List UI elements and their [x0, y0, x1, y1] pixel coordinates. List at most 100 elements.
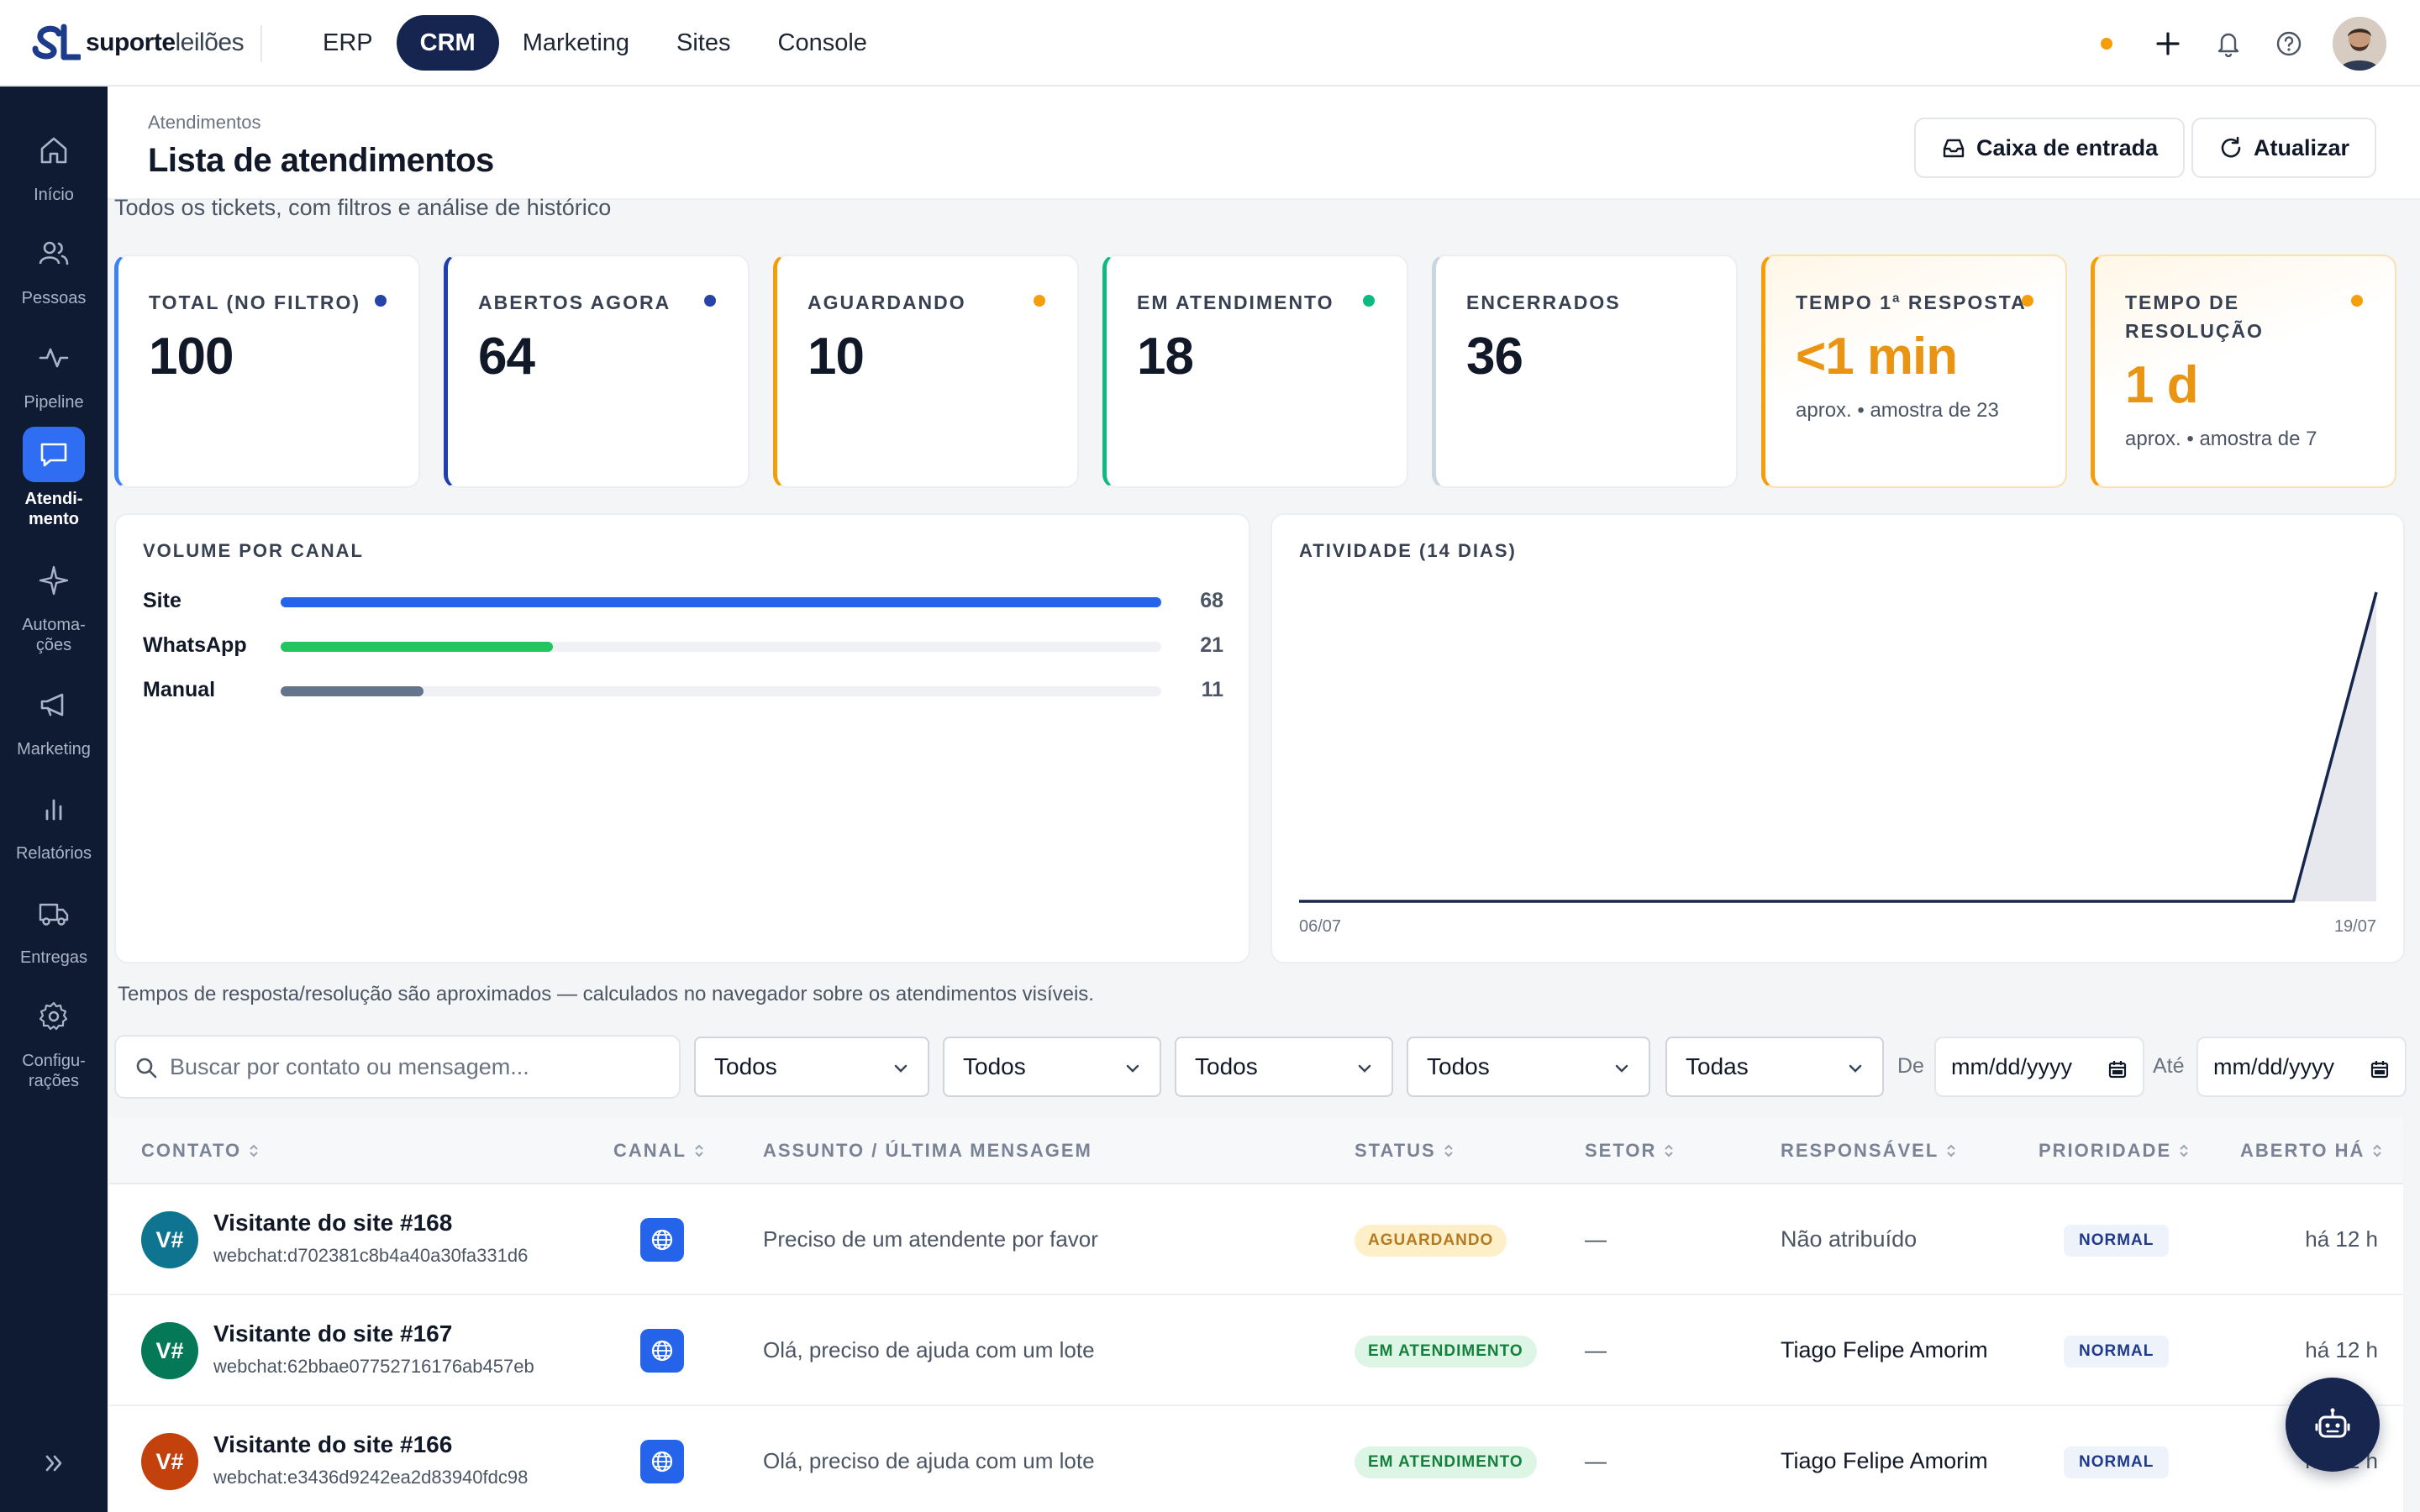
x-tick-label: 06/07: [1299, 917, 1341, 936]
activity-icon: [23, 330, 85, 386]
sidebar-collapse-icon[interactable]: [37, 1446, 71, 1480]
page-title: Lista de atendimentos: [148, 142, 494, 179]
globe-icon: [640, 1329, 684, 1373]
assistant-bot-button[interactable]: [2286, 1378, 2380, 1472]
kpi-value: 100: [149, 328, 234, 386]
filter-select-3[interactable]: Todos: [1175, 1037, 1393, 1097]
table-row[interactable]: V# Visitante do site #166 webchat:e3436d92…: [109, 1406, 2403, 1512]
bell-icon[interactable]: [2210, 25, 2247, 62]
sidebar-item-pipeline[interactable]: Pipeline: [0, 330, 108, 412]
sidebar-item-inicio[interactable]: Início: [0, 123, 108, 205]
chevron-down-icon: [1849, 1064, 1862, 1073]
sidebar-item-marketing[interactable]: Marketing: [0, 677, 108, 759]
kpi-value: 10: [808, 328, 865, 386]
table-header: CONTATO CANAL ASSUNTO / ÚLTIMA MENSAGEM …: [109, 1117, 2403, 1184]
kpi-label: AGUARDANDO: [808, 291, 966, 313]
col-status[interactable]: STATUS: [1355, 1140, 1455, 1162]
kpi-encerrados: ENCERRADOS 36: [1432, 255, 1738, 488]
sparkle-icon: [23, 553, 85, 608]
filter-select-5[interactable]: Todas: [1665, 1037, 1884, 1097]
last-message: Preciso de um atendente por favor: [763, 1226, 1098, 1252]
sidebar-item-relatorios[interactable]: Relatórios: [0, 781, 108, 864]
page-subtitle: Todos os tickets, com filtros e análise …: [114, 195, 612, 220]
chevron-down-icon: [894, 1064, 908, 1073]
open-age: há 12 h: [2305, 1226, 2378, 1252]
table-row[interactable]: V# Visitante do site #167 webchat:62bbae07…: [109, 1295, 2403, 1406]
x-tick-label: 19/07: [2334, 917, 2376, 936]
nav-erp[interactable]: ERP: [323, 29, 373, 56]
sidebar-item-configuracoes[interactable]: Configu- rações: [0, 989, 108, 1091]
megaphone-icon: [23, 677, 85, 732]
refresh-button[interactable]: Atualizar: [2191, 118, 2377, 178]
col-aberto-ha[interactable]: ABERTO HÁ: [2240, 1140, 2383, 1162]
contact-name[interactable]: Visitante do site #166: [213, 1431, 453, 1457]
sidebar-item-pessoas[interactable]: Pessoas: [0, 226, 108, 308]
kpi-label: ENCERRADOS: [1466, 291, 1621, 313]
kpi-tempo-resolucao: TEMPO DE RESOLUÇÃO 1 d aprox. • amostra de…: [2091, 255, 2396, 488]
contact-avatar: V#: [141, 1211, 198, 1268]
select-value: Todas: [1686, 1053, 1749, 1079]
kpi-label: TEMPO DE RESOLUÇÃO: [2125, 291, 2264, 342]
col-responsavel[interactable]: RESPONSÁVEL: [1781, 1140, 1957, 1162]
owner-name: Não atribuído: [1781, 1226, 1918, 1252]
chevron-down-icon: [1358, 1064, 1371, 1073]
date-from-input[interactable]: mm/dd/yyyy: [1934, 1037, 2144, 1097]
col-canal[interactable]: CANAL: [613, 1140, 705, 1162]
channel-row-manual: Manual 11: [143, 675, 1223, 708]
col-assunto: ASSUNTO / ÚLTIMA MENSAGEM: [763, 1140, 1092, 1161]
kpi-value: <1 min: [1796, 328, 1958, 386]
sidebar-item-label: Relatórios: [15, 844, 92, 863]
sort-icon: [2180, 1144, 2188, 1158]
status-badge: AGUARDANDO: [1355, 1225, 1507, 1257]
filter-select-4[interactable]: Todos: [1407, 1037, 1650, 1097]
filter-select-2[interactable]: Todos: [943, 1037, 1161, 1097]
sidebar-item-automacoes[interactable]: Automa- ções: [0, 553, 108, 655]
status-dot: [2101, 38, 2112, 50]
refresh-button-label: Atualizar: [2254, 134, 2350, 160]
search-input[interactable]: [170, 1048, 666, 1085]
sidebar-item-label: Atendi- mento: [24, 490, 83, 528]
sidebar-item-atendimento[interactable]: Atendi- mento: [0, 427, 108, 529]
channel-value: 68: [1200, 589, 1223, 612]
select-value: Todos: [714, 1053, 777, 1079]
col-setor[interactable]: SETOR: [1585, 1140, 1675, 1162]
calendar-icon[interactable]: [2107, 1059, 2128, 1079]
user-avatar[interactable]: [2333, 17, 2386, 71]
contact-name[interactable]: Visitante do site #167: [213, 1320, 453, 1347]
sector-value: —: [1585, 1448, 1607, 1473]
sort-icon: [1444, 1144, 1453, 1158]
nav-marketing[interactable]: Marketing: [522, 29, 630, 56]
channel-bar: [281, 686, 424, 696]
chat-icon: [23, 427, 85, 482]
volume-title: VOLUME POR CANAL: [143, 540, 364, 561]
kpi-em-atendimento: EM ATENDIMENTO 18: [1102, 255, 1408, 488]
globe-icon: [640, 1218, 684, 1262]
logo-mark: [32, 24, 81, 60]
top-nav: ERP CRM Marketing Sites Console: [299, 15, 891, 71]
logo[interactable]: suporteleilões: [32, 22, 245, 64]
nav-sites[interactable]: Sites: [676, 29, 731, 56]
select-value: Todos: [1195, 1053, 1258, 1079]
date-to-label: Até: [2153, 1054, 2185, 1078]
bot-icon: [2315, 1408, 2350, 1438]
col-contato[interactable]: CONTATO: [141, 1140, 260, 1162]
date-from-label: De: [1897, 1054, 1924, 1078]
date-to-input[interactable]: mm/dd/yyyy: [2196, 1037, 2407, 1097]
help-icon[interactable]: [2270, 25, 2307, 62]
plus-icon[interactable]: [2149, 25, 2186, 62]
table-row[interactable]: V# Visitante do site #168 webchat:d702381c…: [109, 1184, 2403, 1295]
sort-icon: [1947, 1144, 1955, 1158]
col-prioridade[interactable]: PRIORIDADE: [2039, 1140, 2190, 1162]
nav-crm[interactable]: CRM: [396, 15, 499, 71]
nav-console[interactable]: Console: [777, 29, 867, 56]
calendar-icon[interactable]: [2370, 1059, 2390, 1079]
filter-select-1[interactable]: Todos: [694, 1037, 929, 1097]
search-box[interactable]: [114, 1035, 681, 1099]
breadcrumb[interactable]: Atendimentos: [148, 112, 261, 133]
contact-id: webchat:d702381c8b4a40a30fa331d6: [213, 1245, 529, 1266]
sidebar-item-label: Marketing: [17, 740, 91, 759]
inbox-button[interactable]: Caixa de entrada: [1914, 118, 2186, 178]
contact-name[interactable]: Visitante do site #168: [213, 1210, 453, 1236]
sidebar-item-entregas[interactable]: Entregas: [0, 885, 108, 968]
channel-name: Manual: [143, 678, 216, 701]
